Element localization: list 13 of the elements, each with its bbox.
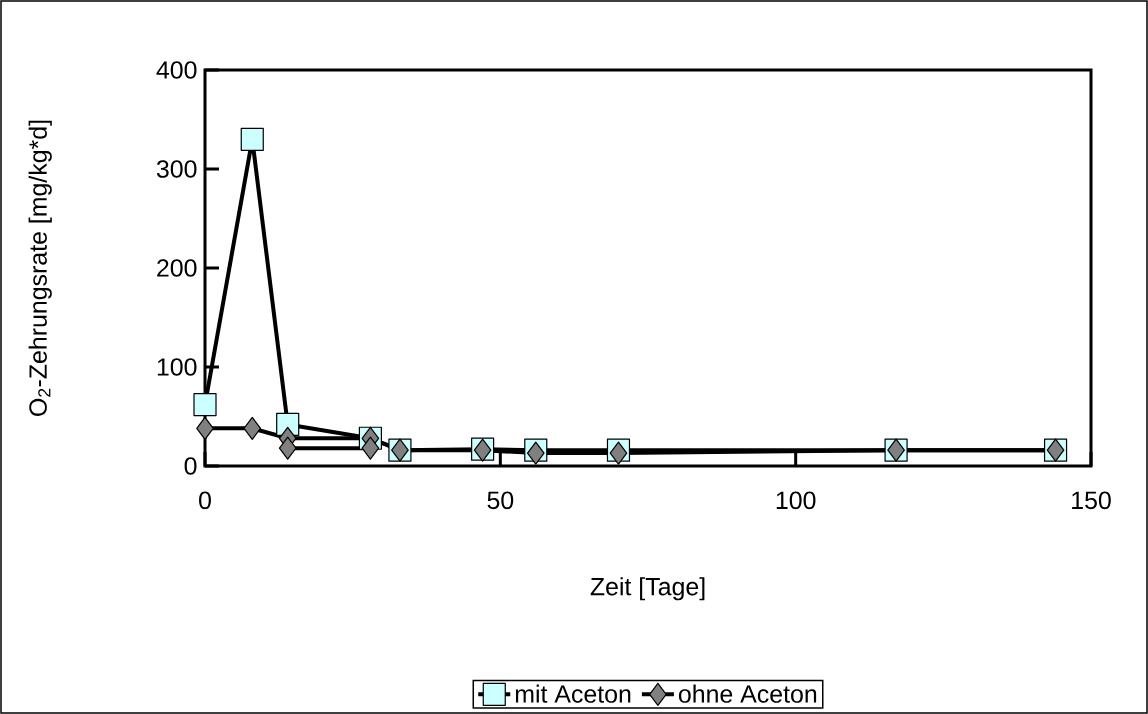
legend-label: mit Aceton (515, 684, 631, 703)
y-tick-label: 100 (157, 358, 197, 376)
y-tick-label: 200 (157, 259, 197, 277)
y-tick-label: 400 (156, 61, 197, 79)
x-tick-label: 0 (199, 491, 211, 510)
x-tick-label: 50 (487, 491, 514, 510)
y-axis-title: O$_{2}$-Zehrungsrate [mg/kg*d] (28, 120, 52, 416)
x-tick-label: 100 (776, 491, 816, 510)
y-tick-label: 0 (184, 457, 197, 475)
x-axis-title: Zeit [Tage] (590, 577, 705, 601)
x-tick-label: 150 (1072, 491, 1111, 510)
y-tick-label: 300 (156, 160, 197, 178)
legend-label: ohne Aceton (678, 684, 817, 703)
